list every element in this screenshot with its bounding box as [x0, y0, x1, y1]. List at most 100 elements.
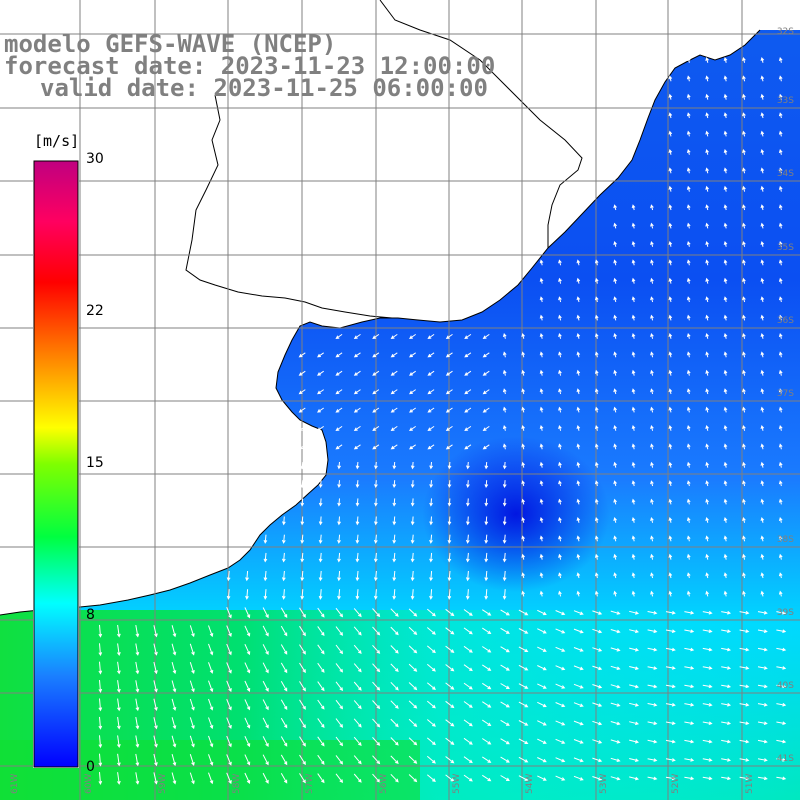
wind-arrow [613, 443, 617, 450]
wind-arrow [742, 480, 746, 487]
wind-arrow [705, 351, 709, 358]
wind-arrow [263, 589, 268, 600]
wind-arrow [353, 773, 362, 783]
wind-arrow [631, 461, 636, 468]
wind-arrow [426, 663, 436, 672]
wind-arrow [171, 772, 177, 785]
wind-arrow [686, 406, 691, 413]
wind-arrow [189, 662, 195, 674]
wind-arrow [613, 535, 617, 542]
wind-arrow [742, 498, 746, 505]
wind-arrow [668, 296, 673, 303]
wind-arrow [594, 406, 599, 413]
wind-arrow [650, 535, 654, 542]
wind-arrow [445, 682, 455, 690]
wind-arrow [500, 738, 510, 745]
wind-arrow [555, 757, 566, 763]
wind-arrow [613, 553, 617, 560]
wind-arrow [778, 369, 783, 376]
wind-arrow [463, 627, 473, 635]
wind-arrow [629, 684, 640, 689]
wind-arrow [668, 572, 673, 579]
wind-arrow [686, 424, 691, 431]
wind-arrow [445, 719, 455, 727]
wind-arrow [117, 698, 121, 712]
wind-arrow [521, 535, 525, 542]
wind-arrow [465, 552, 470, 563]
wind-arrow [135, 717, 140, 730]
wind-arrow [429, 461, 434, 470]
wind-arrow [447, 589, 452, 600]
wind-arrow [244, 772, 251, 784]
wind-arrow [631, 277, 636, 284]
wind-arrow [447, 461, 452, 470]
wind-arrow [650, 461, 654, 468]
wind-arrow [429, 589, 433, 600]
wind-arrow [686, 259, 691, 266]
wind-arrow [521, 480, 525, 487]
wind-arrow [573, 665, 584, 671]
wind-arrow [723, 406, 728, 413]
wind-arrow [776, 666, 787, 670]
wind-arrow [135, 661, 140, 675]
wind-arrow [702, 739, 713, 744]
wind-arrow [757, 647, 768, 652]
wind-arrow [335, 644, 344, 655]
wind-arrow [98, 643, 103, 657]
wind-arrow [317, 444, 324, 450]
wind-arrow [298, 407, 306, 413]
wind-arrow [705, 222, 709, 229]
wind-arrow [372, 608, 381, 618]
wind-arrow [573, 702, 584, 707]
wind-arrow [721, 721, 732, 725]
wind-arrow [171, 661, 177, 675]
wind-arrow [374, 480, 378, 489]
wind-arrow [482, 701, 492, 708]
wind-arrow [558, 443, 562, 450]
wind-arrow [668, 553, 673, 560]
wind-arrow [631, 516, 636, 523]
wind-arrow [426, 682, 436, 690]
wind-arrow [665, 702, 676, 707]
wind-arrow [390, 407, 398, 413]
wind-arrow [760, 167, 765, 174]
wind-arrow [372, 700, 381, 710]
wind-arrow [631, 351, 636, 358]
wind-arrow [760, 222, 765, 229]
wind-arrow [390, 370, 398, 376]
wind-arrow [742, 167, 746, 174]
wind-arrow [317, 736, 325, 747]
lat-label: 41S [776, 754, 794, 764]
wind-arrow [353, 444, 361, 450]
wind-arrow [686, 332, 691, 339]
wind-arrow [373, 589, 378, 600]
wind-arrow [757, 666, 768, 670]
wind-arrow [776, 702, 787, 707]
wind-arrow [686, 277, 691, 284]
wind-arrow [702, 647, 713, 652]
wind-arrow [427, 444, 435, 450]
wind-arrow [482, 719, 492, 727]
wind-arrow [631, 406, 636, 413]
wind-arrow [189, 735, 195, 748]
wind-arrow [573, 757, 584, 763]
wind-arrow [445, 774, 455, 782]
wind-arrow [445, 389, 453, 395]
wind-arrow [539, 498, 544, 505]
wind-arrow [594, 480, 599, 487]
wind-arrow [298, 352, 306, 358]
wind-arrow [576, 351, 581, 358]
wind-arrow [539, 369, 544, 376]
wind-arrow [482, 370, 490, 376]
wind-arrow [631, 553, 636, 560]
wind-arrow [408, 718, 418, 728]
wind-arrow [631, 572, 636, 579]
wind-arrow [668, 93, 673, 100]
wind-arrow [778, 130, 783, 137]
wind-arrow [721, 629, 732, 633]
wind-arrow [427, 389, 435, 395]
wind-arrow [723, 130, 728, 137]
wind-arrow [372, 370, 380, 376]
wind-arrow [576, 332, 581, 339]
coastline [0, 29, 761, 616]
